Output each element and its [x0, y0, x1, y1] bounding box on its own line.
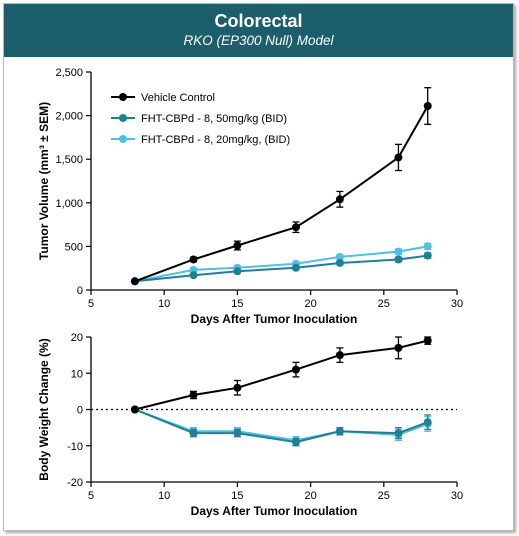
data-point — [189, 391, 198, 399]
figure-frame: Colorectal RKO (EP300 Null) Model 5 10 15 2… — [3, 3, 514, 531]
data-point — [394, 255, 403, 264]
x-tick-label: 10 — [158, 490, 170, 502]
legend-label: FHT-CBPd - 8, 20mg/kg, (BID) — [141, 134, 290, 146]
y-tick-label: 500 — [65, 241, 83, 253]
x-tick-label: 5 — [88, 490, 94, 502]
data-point — [423, 336, 432, 345]
data-point — [423, 251, 432, 260]
title-banner: Colorectal RKO (EP300 Null) Model — [4, 4, 513, 57]
legend-label: FHT-CBPd - 8, 50mg/kg (BID) — [141, 113, 287, 125]
x-tick-label: 25 — [378, 490, 390, 502]
y-tick-label: 2,500 — [55, 67, 83, 79]
y-axis-title: Body Weight Change (%) — [37, 338, 51, 480]
series-dose50 — [130, 251, 432, 286]
series-line — [134, 408, 429, 442]
chart-2: 5 10 15 20 25 30 -20 -10 0 10 20 Days After Tumor I… — [37, 332, 463, 518]
data-point — [335, 427, 344, 436]
charts-canvas: 5 10 15 20 25 30 0 500 1,000 1,500 2,000 2,500 Days … — [37, 67, 463, 518]
data-point — [130, 405, 139, 414]
series-line — [134, 254, 428, 283]
y-tick-label: 10 — [71, 368, 83, 380]
data-point — [335, 351, 344, 360]
series-vehicle — [130, 336, 432, 414]
data-point — [130, 277, 139, 286]
y-tick-label: 1,000 — [55, 198, 83, 210]
x-tick-label: 10 — [158, 298, 170, 310]
y-tick-label: 20 — [71, 332, 83, 344]
figure-title: Colorectal — [214, 11, 303, 31]
data-point — [233, 429, 242, 438]
data-point — [291, 438, 300, 447]
y-tick-label: -20 — [67, 477, 83, 489]
data-point — [233, 241, 242, 250]
legend-marker — [119, 135, 127, 143]
series-line — [134, 339, 428, 411]
series-vehicle — [130, 87, 432, 286]
data-point — [394, 247, 403, 256]
series-dose20 — [130, 242, 432, 286]
figure-subtitle: RKO (EP300 Null) Model — [183, 33, 334, 48]
y-tick-label: 1,500 — [55, 154, 83, 166]
x-tick-label: 20 — [304, 298, 316, 310]
data-point — [335, 252, 344, 261]
y-axis-title: Tumor Volume (mm³ ± SEM) — [37, 102, 51, 260]
data-point — [423, 102, 432, 111]
x-tick-label: 25 — [378, 298, 390, 310]
legend: Vehicle Control FHT-CBPd - 8, 50mg/kg (BI… — [111, 92, 290, 146]
x-axis-title: Days After Tumor Inoculation — [191, 504, 358, 518]
data-point — [291, 263, 300, 272]
data-point — [233, 383, 242, 392]
data-point — [291, 223, 300, 232]
data-point — [189, 429, 198, 438]
data-point — [189, 255, 198, 264]
x-tick-label: 30 — [451, 298, 463, 310]
legend-marker — [119, 114, 127, 122]
data-point — [233, 267, 242, 276]
data-point — [291, 365, 300, 374]
x-tick-label: 15 — [231, 490, 243, 502]
data-point — [394, 343, 403, 352]
data-point — [394, 429, 403, 438]
x-tick-label: 20 — [304, 490, 316, 502]
x-tick-label: 30 — [451, 490, 463, 502]
y-tick-label: -10 — [67, 441, 83, 453]
series-line — [134, 105, 429, 283]
series-dose50 — [130, 405, 432, 447]
data-point — [335, 195, 344, 204]
data-point — [189, 271, 198, 280]
y-tick-label: 2,000 — [55, 111, 83, 123]
data-point — [394, 153, 403, 162]
y-tick-label: 0 — [77, 285, 83, 297]
data-point — [423, 418, 432, 427]
x-tick-label: 15 — [231, 298, 243, 310]
series-dose20 — [130, 405, 432, 445]
legend-marker — [119, 93, 127, 101]
y-tick-label: 0 — [77, 405, 83, 417]
data-point — [423, 242, 432, 251]
chart-1: 5 10 15 20 25 30 0 500 1,000 1,500 2,000 2,500 Days … — [37, 67, 463, 326]
legend-label: Vehicle Control — [141, 92, 215, 104]
x-tick-label: 5 — [88, 298, 94, 310]
x-axis-title: Days After Tumor Inoculation — [191, 312, 358, 326]
data-point — [335, 258, 344, 267]
